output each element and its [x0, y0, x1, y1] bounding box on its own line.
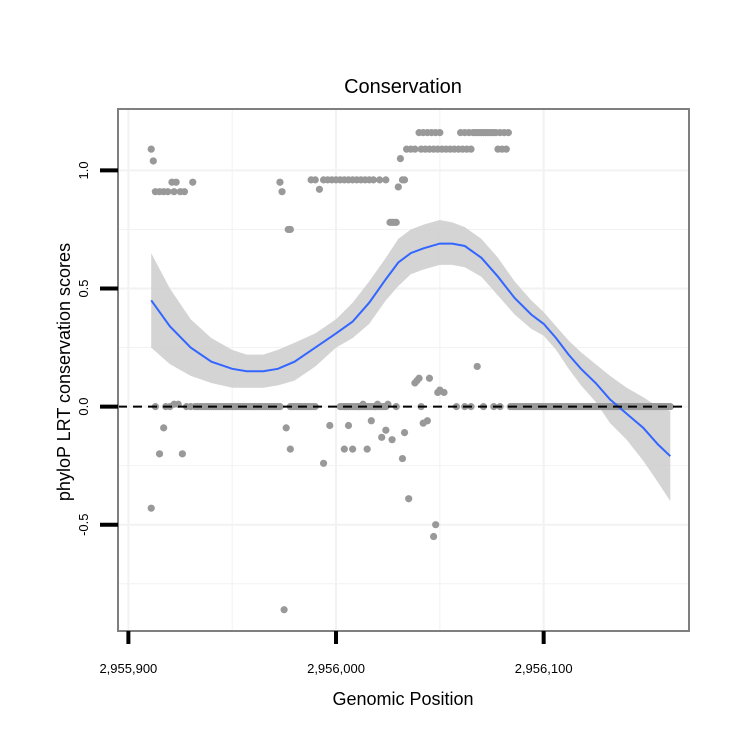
data-point	[396, 155, 404, 163]
data-point	[319, 459, 328, 467]
data-point	[504, 129, 512, 137]
data-point	[189, 178, 197, 186]
data-point	[369, 176, 377, 184]
data-point	[367, 417, 375, 425]
data-point	[473, 362, 481, 371]
y-tick-label: -0.5	[76, 514, 91, 536]
data-point	[363, 445, 371, 453]
data-point	[430, 532, 438, 541]
chart-title: Conservation	[344, 76, 462, 98]
data-point	[376, 176, 384, 184]
axes: 2,955,900 2,956,000 2,956,100 -0.5 0.0 0.5 1.0	[76, 161, 573, 676]
data-point	[160, 424, 168, 432]
x-tick-label: 2,956,000	[307, 661, 365, 676]
data-point	[382, 426, 390, 434]
data-point	[149, 157, 157, 165]
data-point	[378, 433, 386, 441]
x-tick-label: 2,955,900	[99, 661, 157, 676]
data-point	[147, 504, 155, 512]
data-point	[286, 445, 294, 453]
x-axis-label: Genomic Position	[332, 689, 473, 709]
data-point	[344, 421, 353, 430]
loess-smooth-line	[150, 242, 671, 457]
data-point	[502, 145, 510, 153]
data-point	[280, 606, 288, 614]
data-point	[411, 145, 419, 153]
data-point	[311, 176, 319, 184]
y-tick-label: 0.0	[76, 398, 91, 416]
confidence-band	[151, 220, 671, 502]
y-axis-label: phyloP LRT conservation scores	[54, 243, 74, 501]
data-point	[425, 374, 434, 382]
data-point	[286, 225, 294, 234]
data-point	[388, 436, 396, 444]
data-point	[392, 218, 400, 226]
y-tick-label: 0.5	[76, 279, 91, 297]
data-point	[398, 454, 407, 463]
data-point	[415, 374, 423, 382]
data-point	[666, 403, 674, 411]
data-point	[394, 183, 402, 191]
data-point	[155, 450, 164, 458]
confidence-band-layer	[151, 220, 671, 502]
data-point	[432, 521, 440, 529]
data-point	[423, 417, 431, 425]
data-point	[178, 450, 186, 458]
y-tick-label: 1.0	[76, 161, 91, 179]
smooth-line-layer	[150, 242, 671, 457]
data-point	[276, 178, 284, 186]
data-point	[326, 421, 334, 430]
data-point	[170, 188, 178, 196]
data-point	[278, 188, 286, 196]
data-point	[382, 176, 390, 184]
x-tick-label: 2,956,100	[515, 661, 573, 676]
data-point	[147, 145, 155, 153]
data-point	[164, 188, 172, 196]
data-point	[467, 145, 475, 153]
data-point	[400, 176, 409, 184]
panel-border	[117, 108, 690, 632]
data-point	[400, 428, 409, 437]
data-point	[172, 178, 180, 186]
data-point	[187, 403, 195, 411]
data-point	[436, 129, 444, 137]
data-point	[276, 403, 284, 411]
data-point	[180, 188, 189, 196]
data-point	[440, 388, 448, 397]
data-point	[349, 445, 357, 453]
data-point	[405, 495, 413, 503]
data-point	[282, 424, 290, 432]
data-point	[340, 445, 348, 453]
data-point	[315, 185, 324, 193]
